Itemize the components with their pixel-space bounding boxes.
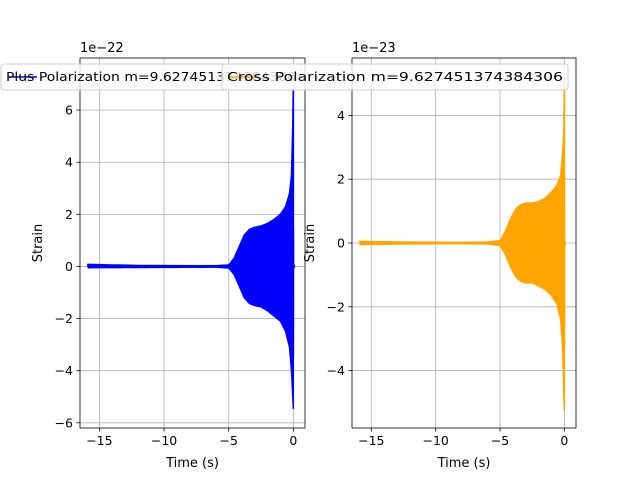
- y-tick-label: −2: [327, 299, 345, 314]
- plus-polarization-chart: −15 −10 −5 0 −6 −4 −2 0 2 4 6 1e−22 Time (s) Strai…: [31, 41, 306, 471]
- y-tick-label: 4: [337, 108, 345, 123]
- cross-polarization-chart: −15 −10 −5 0 −4 −2 0 2 4 1e−23 Time (s) Strain: [303, 41, 577, 471]
- y-tick-label: −4: [55, 363, 73, 378]
- y-tick-label: −4: [327, 363, 345, 378]
- plus-axes-frame: [79, 57, 306, 429]
- y-tick-label: 2: [337, 172, 345, 187]
- cross-y-axis-label: Strain: [303, 224, 318, 263]
- x-tick-label: −5: [219, 433, 237, 448]
- x-tick-label: 0: [289, 433, 297, 448]
- plus-ticks: −15 −10 −5 0 −6 −4 −2 0 2 4 6: [55, 103, 298, 448]
- x-tick-label: −10: [151, 433, 177, 448]
- plus-plot-area: [87, 85, 296, 410]
- cross-ticks: −15 −10 −5 0 −4 −2 0 2 4: [327, 108, 569, 448]
- x-tick-label: −15: [86, 433, 112, 448]
- plus-y-axis-label: Strain: [31, 224, 46, 263]
- plus-offset-text: 1e−22: [80, 41, 124, 56]
- cross-offset-text: 1e−23: [352, 41, 396, 56]
- x-tick-label: −5: [491, 433, 509, 448]
- cross-x-axis-label: Time (s): [437, 456, 491, 471]
- y-tick-label: 2: [65, 207, 73, 222]
- plus-x-axis-label: Time (s): [165, 456, 219, 471]
- x-tick-label: 0: [560, 433, 568, 448]
- series-line-0: [87, 85, 296, 410]
- y-tick-label: −2: [55, 311, 73, 326]
- x-tick-label: −15: [358, 433, 384, 448]
- cross-legend-box: [221, 63, 569, 91]
- series-line-0: [358, 77, 567, 412]
- cross-legend-label: Cross Polarization m=9.627451374384306: [227, 69, 563, 84]
- x-tick-label: −10: [422, 433, 448, 448]
- y-tick-label: 0: [337, 236, 345, 251]
- cross-legend: Cross Polarization m=9.627451374384306: [221, 63, 569, 91]
- cross-plot-area: [358, 77, 567, 412]
- y-tick-label: 4: [65, 155, 73, 170]
- y-tick-label: 6: [65, 103, 73, 118]
- y-tick-label: 0: [65, 259, 73, 274]
- y-tick-label: −6: [55, 415, 73, 430]
